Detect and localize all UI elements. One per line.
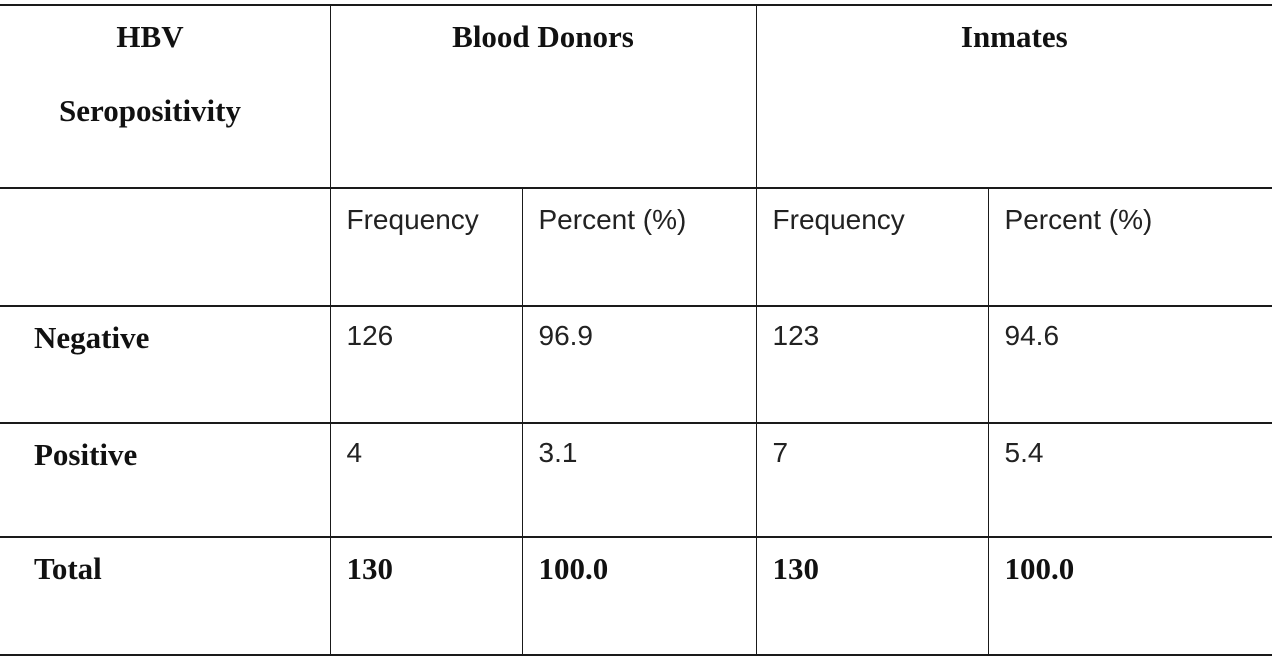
negative-frequency-inmates: 123 (772, 320, 820, 351)
total-frequency-inmates: 130 (772, 551, 820, 586)
row-label-total: Total (34, 551, 102, 586)
subheader-percent-inmates: Percent (%) (1004, 204, 1153, 235)
row-label-cell: Negative (0, 305, 331, 423)
corner-header: HBV Seropositivity (0, 6, 300, 132)
positive-frequency-inmates: 7 (772, 437, 789, 468)
subheader-frequency-blood-donors: Frequency (346, 204, 479, 235)
table-cell: 7 (755, 422, 989, 537)
group-header-cell-inmates: Inmates (755, 4, 1273, 188)
group-header-blood-donors: Blood Donors (452, 19, 634, 54)
positive-frequency-blood-donors: 4 (346, 437, 363, 468)
table-cell: 123 (755, 305, 989, 423)
table-cell: 5.4 (987, 422, 1273, 537)
table-cell: 94.6 (987, 305, 1273, 423)
positive-percent-blood-donors: 3.1 (538, 437, 578, 468)
group-header-inmates: Inmates (960, 19, 1068, 54)
row-label-positive: Positive (34, 437, 138, 472)
subheader-cell: Frequency (755, 187, 989, 306)
table-cell: 100.0 (521, 536, 757, 656)
table-row-negative: Negative 126 96.9 123 94.6 (0, 305, 1273, 423)
positive-percent-inmates: 5.4 (1004, 437, 1044, 468)
row-label-cell: Positive (0, 422, 331, 537)
table-cell: 4 (329, 422, 523, 537)
table-cell: 126 (329, 305, 523, 423)
table-row-total: Total 130 100.0 130 100.0 (0, 536, 1273, 656)
table-cell: 96.9 (521, 305, 757, 423)
negative-percent-inmates: 94.6 (1004, 320, 1060, 351)
subheader-frequency-inmates: Frequency (772, 204, 905, 235)
subheader-percent-blood-donors: Percent (%) (538, 204, 687, 235)
total-frequency-blood-donors: 130 (346, 551, 394, 586)
negative-frequency-blood-donors: 126 (346, 320, 394, 351)
table-container: HBV Seropositivity Blood Donors Inmates … (0, 4, 1273, 656)
table-subheader-row: Frequency Percent (%) Frequency Percent … (0, 187, 1273, 306)
corner-header-line1: HBV (116, 19, 184, 54)
empty-subheader-cell (0, 187, 331, 306)
table-cell: 130 (329, 536, 523, 656)
subheader-cell: Percent (%) (521, 187, 757, 306)
row-label-cell: Total (0, 536, 331, 656)
table-cell: 130 (755, 536, 989, 656)
row-label-negative: Negative (34, 320, 150, 355)
total-percent-inmates: 100.0 (1004, 551, 1075, 586)
subheader-cell: Percent (%) (987, 187, 1273, 306)
negative-percent-blood-donors: 96.9 (538, 320, 594, 351)
table-cell: 100.0 (987, 536, 1273, 656)
corner-header-line2: Seropositivity (59, 93, 241, 128)
corner-header-cell: HBV Seropositivity (0, 4, 331, 188)
total-percent-blood-donors: 100.0 (538, 551, 609, 586)
hbv-seropositivity-table: HBV Seropositivity Blood Donors Inmates … (0, 4, 1273, 656)
subheader-cell: Frequency (329, 187, 523, 306)
table-cell: 3.1 (521, 422, 757, 537)
table-row-positive: Positive 4 3.1 7 5.4 (0, 422, 1273, 537)
table-header-row: HBV Seropositivity Blood Donors Inmates (0, 4, 1273, 188)
group-header-cell-blood-donors: Blood Donors (329, 4, 757, 188)
